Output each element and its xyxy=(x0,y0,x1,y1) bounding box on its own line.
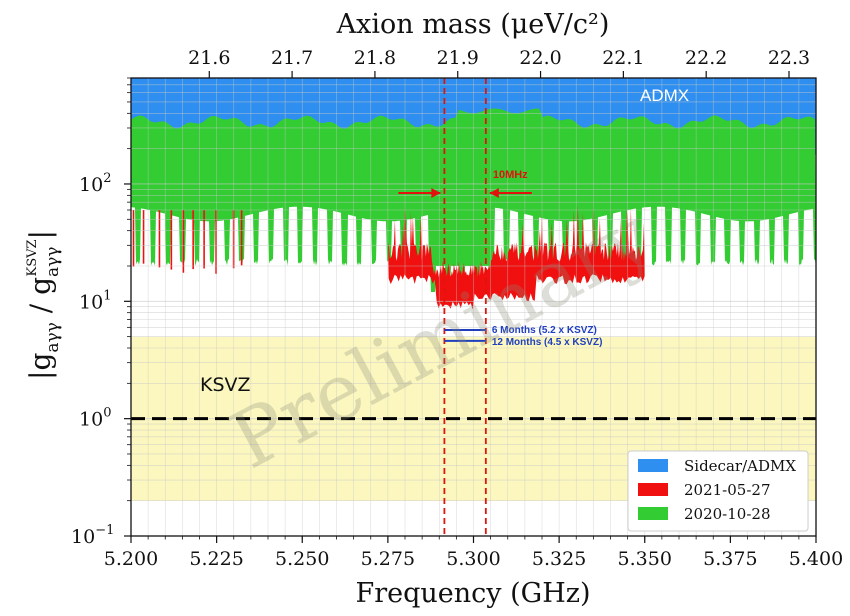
bandwidth-annotation: 10MHz xyxy=(493,169,528,181)
legend-label-2021: 2021-05-27 xyxy=(684,481,770,499)
x2-tick-label: 21.6 xyxy=(188,47,230,69)
legend-label-sidecar: Sidecar/ADMX xyxy=(684,457,796,475)
grid xyxy=(131,78,816,536)
y-tick-label: 10−1 xyxy=(71,523,114,548)
x2-tick-label: 22.1 xyxy=(602,47,644,69)
legend-label-2020: 2020-10-28 xyxy=(684,505,770,523)
y-title-num: |g xyxy=(24,353,57,380)
admx-label: ADMX xyxy=(640,86,689,105)
x2-tick-label: 22.3 xyxy=(768,47,810,69)
legend: Sidecar/ADMX 2021-05-27 2020-10-28 xyxy=(627,450,809,532)
x2-tick-label: 22.0 xyxy=(519,47,561,69)
y-title-den: g xyxy=(24,277,57,295)
y-tick-label: 101 xyxy=(79,288,111,313)
legend-swatch-2020 xyxy=(638,507,668,520)
x-tick-label: 5.225 xyxy=(189,548,243,570)
x2-tick-label: 21.8 xyxy=(354,47,396,69)
axes: 5.200 5.225 5.250 5.275 5.300 5.325 5.350 5.375… xyxy=(71,47,843,570)
x-tick-label: 5.200 xyxy=(104,548,158,570)
x-tick-label: 5.250 xyxy=(275,548,329,570)
y-tick-label: 100 xyxy=(79,406,111,431)
legend-swatch-sidecar xyxy=(638,459,668,472)
six-months-label: 6 Months (5.2 x KSVZ) xyxy=(492,325,597,336)
x-tick-label: 5.400 xyxy=(789,548,843,570)
y-title-sep: / xyxy=(24,295,57,322)
x-tick-label: 5.325 xyxy=(532,548,586,570)
arrow-right-head xyxy=(489,188,499,198)
red-area-2021-05-27 xyxy=(387,204,645,310)
x2-tick-label: 21.7 xyxy=(271,47,313,69)
y-title-den-sub: aγγ xyxy=(43,247,63,277)
x2-tick-label: 22.2 xyxy=(685,47,727,69)
x-tick-label: 5.350 xyxy=(618,548,672,570)
arrow-left-head xyxy=(431,188,441,198)
ksvz-label: KSVZ xyxy=(200,374,251,396)
x-axis-title: Frequency (GHz) xyxy=(355,578,590,609)
x-tick-label: 5.275 xyxy=(361,548,415,570)
x-tick-label: 5.375 xyxy=(703,548,757,570)
top-axis-title: Axion mass (μeV/c²) xyxy=(336,9,610,40)
twelve-months-label: 12 Months (4.5 x KSVZ) xyxy=(492,337,603,348)
y-axis-title: |gaγγ / gaγγKSVZ| xyxy=(24,230,63,380)
legend-swatch-2021 xyxy=(638,483,668,496)
y-title-end: | xyxy=(24,230,57,239)
y-title-den-sup: KSVZ xyxy=(25,239,40,276)
x2-tick-label: 21.9 xyxy=(437,47,479,69)
x-tick-label: 5.300 xyxy=(446,548,500,570)
y-tick-label: 102 xyxy=(79,171,111,196)
y-title-num-sub: aγγ xyxy=(43,322,63,352)
